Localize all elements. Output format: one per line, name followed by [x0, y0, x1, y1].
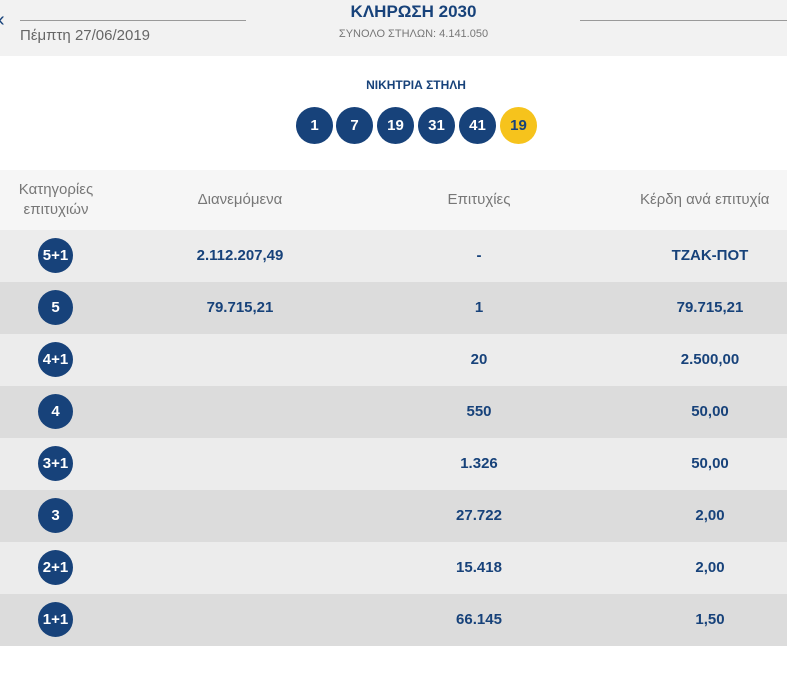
- header-distributed: Διανεμόμενα: [197, 191, 283, 208]
- prize-per-success: ΤΖΑΚ-ΠΟΤ: [671, 247, 749, 264]
- winning-number: 7: [336, 107, 373, 144]
- prize-per-success: 2,00: [695, 559, 725, 576]
- winning-number: 31: [418, 107, 455, 144]
- successes-count: 20: [470, 351, 488, 368]
- winning-number: 41: [459, 107, 496, 144]
- prize-per-success: 2.500,00: [680, 351, 740, 368]
- successes-count: -: [476, 247, 482, 264]
- category-badge: 5+1: [38, 238, 73, 273]
- prize-per-success: 79.715,21: [676, 299, 744, 316]
- divider-right: [580, 20, 787, 21]
- distributed-amount: 79.715,21: [206, 299, 274, 316]
- joker-number: 19: [500, 107, 537, 144]
- table-row: 5 79.715,21 1 79.715,21: [0, 282, 787, 334]
- category-badge: 1+1: [38, 602, 73, 637]
- header-category: Κατηγορίες επιτυχιών: [0, 180, 112, 220]
- header-prize: Κέρδη ανά επιτυχία: [640, 191, 770, 208]
- prize-per-success: 2,00: [695, 507, 725, 524]
- chevron-left-icon[interactable]: ‹: [0, 10, 5, 30]
- successes-count: 66.145: [456, 611, 502, 628]
- category-badge: 4: [38, 394, 73, 429]
- table-row: 2+1 15.418 2,00: [0, 542, 787, 594]
- table-row: 4+1 20 2.500,00: [0, 334, 787, 386]
- winning-number: 19: [377, 107, 414, 144]
- successes-count: 1.326: [460, 455, 498, 472]
- prize-per-success: 50,00: [691, 455, 729, 472]
- winning-number: 1: [296, 107, 333, 144]
- table-row: 3+1 1.326 50,00: [0, 438, 787, 490]
- header-category-line2: επιτυχιών: [23, 201, 89, 218]
- header-successes: Επιτυχίες: [447, 191, 511, 208]
- distributed-amount: 2.112.207,49: [196, 247, 284, 264]
- draw-date: Πέμπτη 27/06/2019: [20, 27, 151, 44]
- page-title: ΚΛΗΡΩΣΗ 2030: [350, 2, 477, 21]
- header-category-line1: Κατηγορίες: [18, 181, 94, 198]
- successes-count: 1: [474, 299, 484, 316]
- distributed-amount: [140, 438, 340, 490]
- category-badge: 2+1: [38, 550, 73, 585]
- total-columns: ΣΥΝΟΛΟ ΣΤΗΛΩΝ: 4.141.050: [338, 28, 489, 40]
- distributed-amount: [140, 490, 340, 542]
- category-badge: 4+1: [38, 342, 73, 377]
- successes-count: 15.418: [456, 559, 502, 576]
- successes-count: 27.722: [456, 507, 502, 524]
- distributed-amount: [140, 594, 340, 646]
- table-row: 1+1 66.145 1,50: [0, 594, 787, 646]
- top-bar: ‹ Πέμπτη 27/06/2019 ΚΛΗΡΩΣΗ 2030 ΣΥΝΟΛΟ …: [0, 0, 787, 56]
- winning-column-label: ΝΙΚΗΤΡΙΑ ΣΤΗΛΗ: [366, 78, 466, 92]
- category-badge: 3+1: [38, 446, 73, 481]
- category-badge: 5: [38, 290, 73, 325]
- table-header: Κατηγορίες επιτυχιών Διανεμόμενα Επιτυχί…: [0, 170, 787, 230]
- table-row: 4 550 50,00: [0, 386, 787, 438]
- category-badge: 3: [38, 498, 73, 533]
- prize-per-success: 1,50: [695, 611, 725, 628]
- distributed-amount: [140, 542, 340, 594]
- divider-left: [20, 20, 246, 21]
- successes-count: 550: [466, 403, 492, 420]
- prize-per-success: 50,00: [691, 403, 729, 420]
- table-row: 5+1 2.112.207,49 - ΤΖΑΚ-ΠΟΤ: [0, 230, 787, 282]
- table-row: 3 27.722 2,00: [0, 490, 787, 542]
- distributed-amount: [140, 334, 340, 386]
- distributed-amount: [140, 386, 340, 438]
